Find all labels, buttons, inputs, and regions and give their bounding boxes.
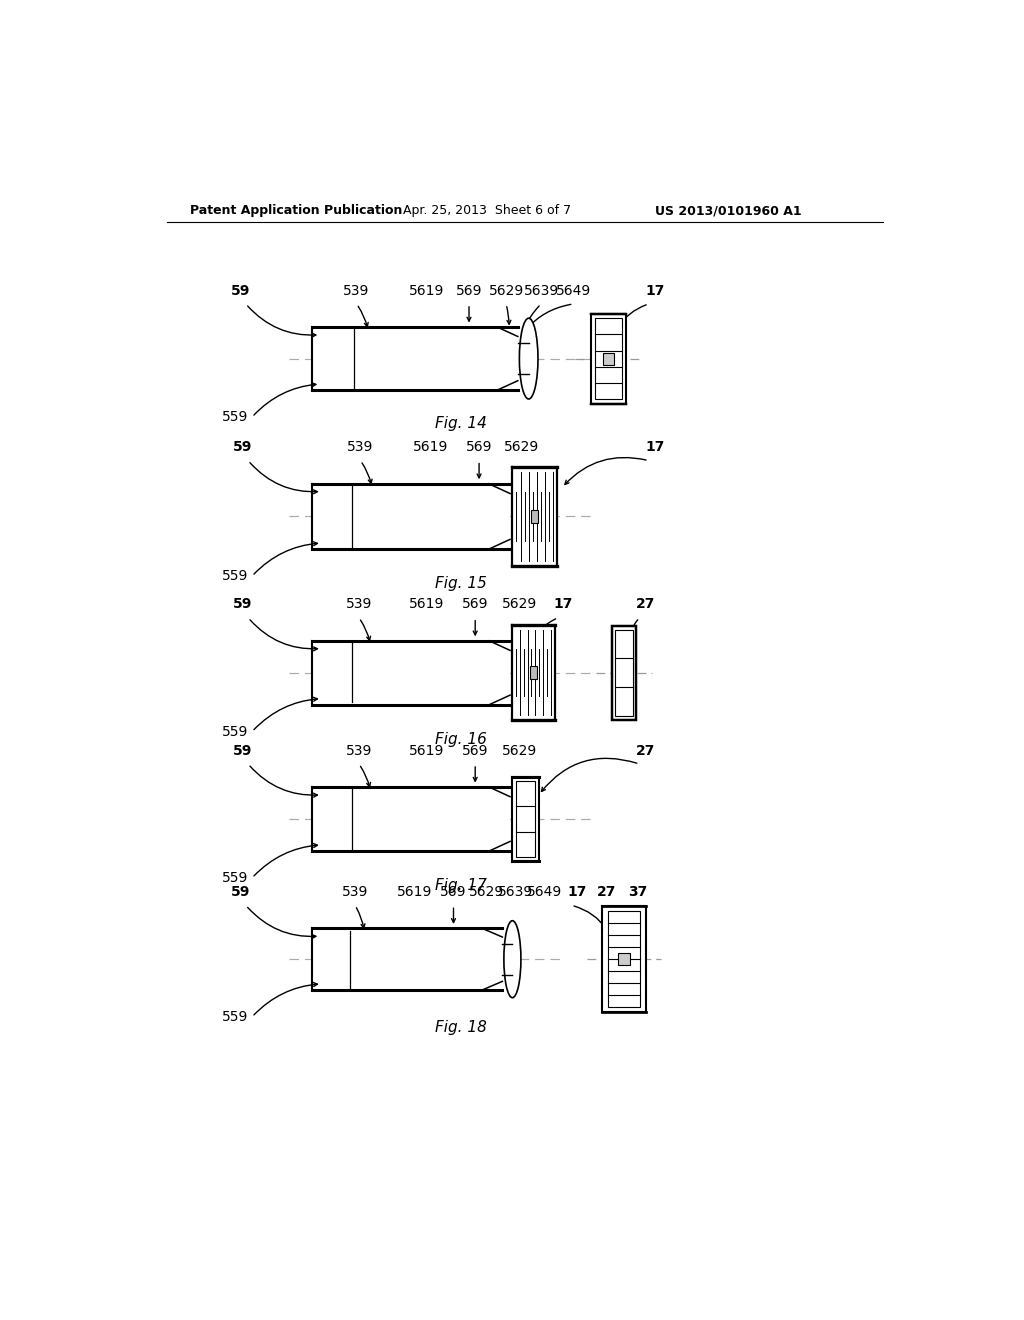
- Text: 559: 559: [222, 569, 248, 583]
- Text: 559: 559: [222, 411, 248, 424]
- Bar: [529, 667, 537, 680]
- Text: 569: 569: [440, 884, 467, 899]
- Bar: [512, 473, 516, 561]
- Bar: [532, 492, 537, 541]
- Bar: [516, 649, 520, 697]
- Bar: [528, 473, 532, 561]
- Bar: [523, 649, 527, 697]
- Bar: [615, 630, 633, 715]
- Text: Fig. 16: Fig. 16: [435, 731, 487, 747]
- Bar: [536, 630, 540, 715]
- Bar: [512, 777, 540, 861]
- Bar: [512, 467, 557, 565]
- Bar: [541, 492, 545, 541]
- Bar: [312, 483, 510, 549]
- Text: 5619: 5619: [409, 743, 444, 758]
- Bar: [516, 492, 520, 541]
- Text: Fig. 17: Fig. 17: [435, 878, 487, 892]
- Bar: [543, 630, 547, 715]
- Bar: [312, 928, 503, 990]
- Bar: [547, 649, 551, 697]
- Text: 17: 17: [568, 884, 587, 899]
- Text: US 2013/0101960 A1: US 2013/0101960 A1: [655, 205, 802, 218]
- Text: 27: 27: [636, 598, 655, 611]
- Text: 5639: 5639: [523, 284, 559, 298]
- Text: 559: 559: [222, 871, 248, 884]
- Bar: [312, 640, 510, 705]
- Bar: [595, 318, 622, 399]
- Text: 569: 569: [466, 441, 493, 454]
- Text: 559: 559: [222, 1010, 248, 1024]
- Text: 59: 59: [230, 284, 250, 298]
- Text: 5629: 5629: [504, 441, 540, 454]
- Bar: [618, 953, 630, 965]
- Bar: [524, 492, 528, 541]
- Bar: [537, 473, 541, 561]
- Ellipse shape: [504, 921, 521, 998]
- Ellipse shape: [519, 318, 538, 399]
- Text: 27: 27: [636, 743, 655, 758]
- Text: 539: 539: [342, 884, 369, 899]
- Bar: [512, 626, 555, 719]
- Text: 5629: 5629: [502, 598, 537, 611]
- Bar: [512, 630, 516, 715]
- Text: 59: 59: [233, 743, 252, 758]
- Text: 59: 59: [233, 441, 252, 454]
- Text: Fig. 14: Fig. 14: [435, 416, 487, 430]
- Text: 5629: 5629: [469, 884, 505, 899]
- Bar: [553, 473, 557, 561]
- Bar: [520, 630, 523, 715]
- Bar: [545, 473, 549, 561]
- Text: Fig. 15: Fig. 15: [435, 576, 487, 591]
- Text: Apr. 25, 2013  Sheet 6 of 7: Apr. 25, 2013 Sheet 6 of 7: [403, 205, 571, 218]
- Bar: [607, 911, 640, 1007]
- Text: 5619: 5619: [409, 598, 444, 611]
- Text: 539: 539: [346, 743, 372, 758]
- Bar: [527, 630, 531, 715]
- Text: 5619: 5619: [409, 284, 444, 298]
- Bar: [518, 343, 528, 375]
- Text: 17: 17: [645, 441, 665, 454]
- Bar: [516, 780, 536, 858]
- Text: 539: 539: [343, 284, 370, 298]
- Bar: [531, 510, 539, 523]
- Bar: [312, 327, 518, 391]
- Text: 5619: 5619: [397, 884, 432, 899]
- Text: 569: 569: [462, 598, 488, 611]
- Bar: [551, 630, 555, 715]
- Text: 569: 569: [462, 743, 488, 758]
- Text: 27: 27: [597, 884, 616, 899]
- Bar: [549, 492, 553, 541]
- Bar: [520, 473, 524, 561]
- Text: 17: 17: [645, 284, 665, 298]
- Bar: [603, 352, 613, 364]
- Text: 539: 539: [346, 598, 372, 611]
- Bar: [611, 626, 636, 719]
- Text: 559: 559: [222, 725, 248, 738]
- Bar: [591, 314, 627, 404]
- Text: Patent Application Publication: Patent Application Publication: [190, 205, 402, 218]
- Text: 569: 569: [456, 284, 482, 298]
- Text: 5619: 5619: [413, 441, 447, 454]
- Text: 5649: 5649: [556, 284, 591, 298]
- Bar: [540, 649, 543, 697]
- Text: 59: 59: [230, 884, 250, 899]
- Text: 37: 37: [629, 884, 647, 899]
- Text: 5649: 5649: [527, 884, 562, 899]
- Text: Fig. 18: Fig. 18: [435, 1020, 487, 1035]
- Bar: [312, 787, 510, 851]
- Text: 17: 17: [554, 598, 573, 611]
- Bar: [602, 906, 646, 1012]
- Bar: [503, 944, 512, 974]
- Text: 5629: 5629: [502, 743, 537, 758]
- Text: 539: 539: [347, 441, 374, 454]
- Text: 5639: 5639: [498, 884, 534, 899]
- Bar: [531, 649, 536, 697]
- Text: 5629: 5629: [488, 284, 524, 298]
- Text: 59: 59: [233, 598, 252, 611]
